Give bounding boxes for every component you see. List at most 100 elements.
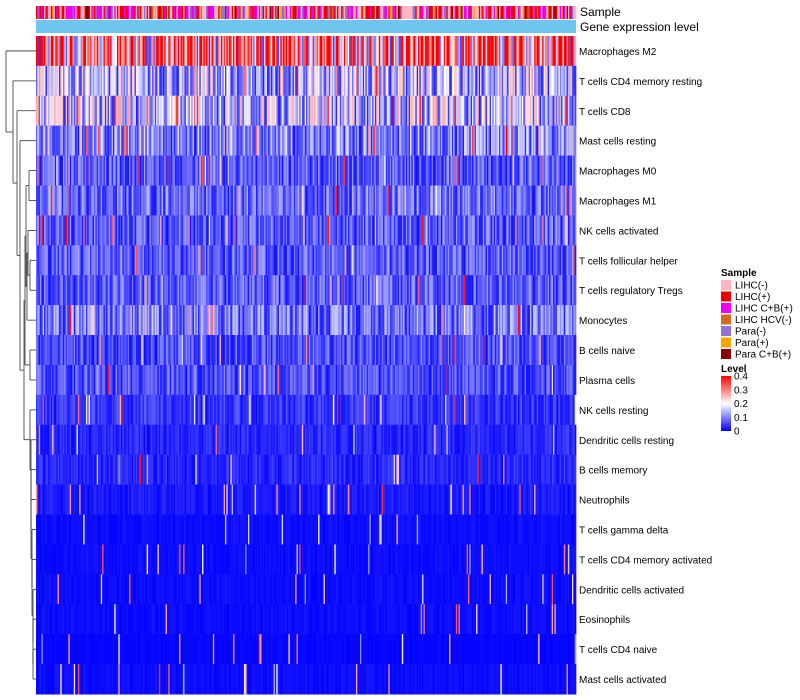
heatmap-cell [241, 65, 243, 97]
heatmap-cell [495, 335, 497, 366]
heatmap-cell [243, 185, 246, 216]
heatmap-cell [202, 335, 204, 366]
heatmap-cell [482, 245, 485, 276]
sample-annotation-cell [145, 6, 148, 19]
heatmap-cell [265, 65, 268, 97]
heatmap-cell [473, 275, 476, 306]
heatmap-cell [53, 245, 56, 276]
heatmap-cell [153, 155, 156, 186]
heatmap-cell [114, 185, 116, 216]
heatmap-cell [370, 245, 373, 276]
heatmap-cell [477, 215, 480, 246]
heatmap-cell [374, 125, 377, 157]
heatmap-cell [41, 245, 44, 276]
heatmap-cell [226, 155, 229, 186]
sample-annotation-cell [183, 6, 185, 19]
heatmap-cell [204, 215, 207, 246]
heatmap-cell [458, 125, 461, 157]
heatmap-cell [509, 95, 512, 127]
heatmap-cell [135, 185, 138, 216]
heatmap-cell [374, 215, 377, 246]
heatmap-cell [53, 335, 56, 366]
heatmap-cell [388, 245, 391, 276]
heatmap-cell [117, 305, 119, 336]
heatmap-cell [281, 305, 284, 336]
heatmap-cell [222, 305, 224, 336]
heatmap-cell [289, 305, 292, 336]
heatmap-cell [181, 185, 184, 216]
heatmap-cell [281, 95, 284, 127]
heatmap-cell [399, 95, 401, 127]
heatmap-cell [230, 155, 233, 186]
heatmap-cell [318, 215, 320, 246]
heatmap-cell [455, 275, 458, 306]
heatmap-cell [554, 215, 557, 246]
heatmap-cell [289, 245, 292, 276]
heatmap-cell [515, 95, 517, 127]
heatmap-cell [326, 65, 328, 97]
heatmap-cell [338, 36, 341, 67]
heatmap-cell [95, 305, 98, 336]
heatmap-cell [507, 275, 509, 306]
heatmap-cell [177, 275, 180, 306]
heatmap-cell [411, 155, 413, 186]
sample-annotation-cell [397, 6, 400, 19]
heatmap-cell [389, 335, 392, 366]
heatmap-cell [234, 365, 237, 396]
heatmap-cell [458, 215, 461, 246]
heatmap-cell [169, 215, 172, 246]
heatmap-cell [215, 335, 218, 366]
heatmap-cell [563, 335, 566, 366]
heatmap-cell [187, 65, 189, 97]
sample-annotation-cell [262, 6, 265, 19]
heatmap-cell [202, 215, 204, 246]
sample-annotation-cell [36, 6, 38, 19]
heatmap-cell [210, 185, 212, 216]
heatmap-cell [227, 155, 230, 186]
heatmap-cell [333, 125, 335, 157]
heatmap-cell [223, 155, 226, 186]
heatmap-cell [175, 215, 177, 246]
heatmap-cell [226, 95, 229, 127]
heatmap-cell [411, 305, 413, 336]
heatmap-cell [346, 36, 349, 67]
heatmap-cell [218, 305, 220, 336]
sample-annotation-cell [353, 6, 355, 19]
heatmap-cell [303, 65, 305, 97]
heatmap-cell [360, 36, 362, 67]
heatmap-cell [152, 305, 154, 336]
sample-annotation-cell [465, 6, 467, 19]
heatmap-cell [215, 245, 218, 276]
heatmap-cell [547, 36, 550, 67]
sample-annotation-cell [230, 6, 233, 19]
heatmap-cell [185, 95, 188, 127]
heatmap-cell [536, 275, 539, 306]
heatmap-cell [547, 245, 550, 276]
heatmap-cell [539, 305, 542, 336]
heatmap-cell [395, 335, 397, 366]
heatmap-cell [257, 155, 260, 186]
heatmap-cell [193, 245, 196, 276]
heatmap-cell [306, 245, 308, 276]
heatmap-cell [453, 155, 455, 186]
heatmap-cell [463, 155, 466, 186]
sample-annotation-cell [303, 6, 305, 19]
heatmap-cell [288, 36, 291, 67]
heatmap-cell [57, 365, 60, 396]
heatmap-cell [468, 95, 470, 127]
heatmap-cell [91, 215, 94, 246]
heatmap-cell [242, 36, 245, 67]
heatmap-cell [326, 275, 328, 306]
heatmap-cell [558, 36, 561, 67]
heatmap-cell [322, 245, 324, 276]
heatmap-cell [306, 215, 308, 246]
heatmap-cell [36, 215, 38, 246]
heatmap-cell [218, 245, 220, 276]
heatmap-cell [220, 125, 223, 157]
heatmap-cell [149, 215, 152, 246]
heatmap-cell [200, 125, 203, 157]
sample-annotation-cell [241, 6, 243, 19]
heatmap-cell [99, 95, 102, 127]
heatmap-cell [103, 36, 106, 67]
heatmap-cell [242, 185, 245, 216]
